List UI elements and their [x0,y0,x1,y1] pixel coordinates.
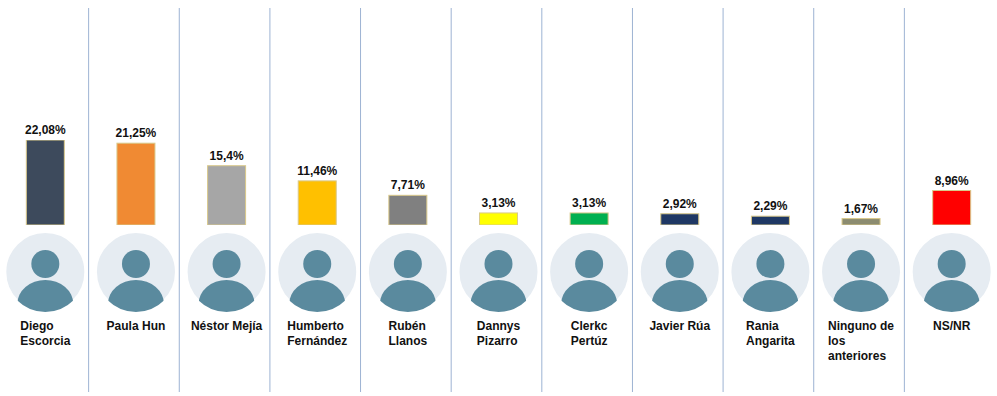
chart: 22,08% 21,25% 15,4% 11,46% 7,71% 3,13% 3,13% 2,… [0,0,997,396]
separator [88,8,89,392]
data-label: 15,4% [210,149,244,163]
data-label: 2,92% [663,197,697,211]
separators [89,8,905,392]
bar [389,195,427,225]
icon-head [213,250,241,278]
bar [661,214,699,225]
data-label: 21,25% [116,126,157,140]
icon-head [394,250,422,278]
icon-head [847,250,875,278]
photo [912,232,992,328]
bar [842,219,880,225]
separator [451,8,452,392]
photo [368,232,448,328]
separator [632,8,633,392]
icon-head [666,250,694,278]
category-label: DiegoEscorcia [20,319,70,348]
category-label: RubénLlanos [389,319,428,348]
photo [821,232,901,328]
photo [730,232,810,328]
data-label: 8,96% [935,174,969,188]
category-label: Paula Hun [107,319,166,333]
photo [187,232,267,328]
category-label: ClerkcPertúz [571,319,608,348]
separator [360,8,361,392]
separator [904,8,905,392]
bars [26,140,970,225]
data-label: 2,29% [753,199,787,213]
bar [570,213,608,225]
photo [549,232,629,328]
data-label: 11,46% [297,164,337,178]
bar [26,140,64,225]
photo [640,232,720,328]
category-label: Ninguno delosanteriores [828,319,894,363]
bar [480,213,518,225]
data-labels: 22,08% 21,25% 15,4% 11,46% 7,71% 3,13% 3,13% 2,… [25,123,969,216]
separator [541,8,542,392]
bar [208,166,246,225]
icon-head [303,250,331,278]
separator [813,8,814,392]
category-label: RaniaAngarita [746,319,795,348]
bar [933,191,971,225]
icon-head [122,250,150,278]
icon-head [575,250,603,278]
data-label: 3,13% [572,196,606,210]
separator [269,8,270,392]
bar [298,181,336,225]
photo [96,232,176,328]
photo [459,232,539,328]
data-label: 7,71% [391,178,425,192]
icon-head [485,250,513,278]
separator [179,8,180,392]
bar [117,143,155,225]
photo [5,232,85,328]
icon-head [938,250,966,278]
category-labels: DiegoEscorcia Paula Hun Néstor Mejía Humber… [20,319,970,363]
icon-head [31,250,59,278]
data-label: 22,08% [25,123,66,137]
photos [5,232,991,328]
category-label: DannysPizarro [477,319,521,348]
icon-head [756,250,784,278]
data-label: 1,67% [844,202,878,216]
category-label: Javier Rúa [649,319,710,333]
category-label: NS/NR [933,319,971,333]
separator [723,8,724,392]
category-label: Néstor Mejía [191,319,263,333]
data-label: 3,13% [481,196,515,210]
category-label: HumbertoFernández [287,319,347,348]
bar [751,216,789,225]
photo [277,232,357,328]
